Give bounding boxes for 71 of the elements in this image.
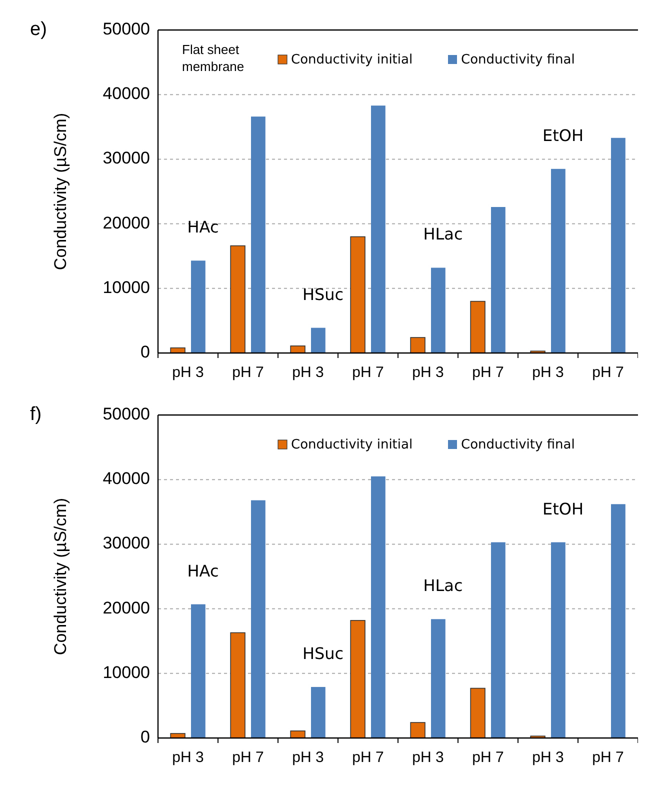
x-tick-label: pH 7 [352, 364, 384, 381]
bar [350, 620, 366, 738]
bar [230, 245, 246, 354]
x-tick-label: pH 3 [412, 749, 444, 766]
y-tick-label: 50000 [102, 404, 150, 424]
bar [191, 604, 206, 738]
bar [311, 328, 326, 353]
chart-title: f) [30, 404, 42, 426]
x-tick-label: pH 7 [232, 364, 264, 381]
y-tick-label: 40000 [102, 469, 150, 488]
x-tick-label: pH 7 [472, 749, 504, 766]
x-tick-label: pH 3 [532, 749, 564, 766]
bar [191, 260, 206, 353]
chart-title: e) [30, 19, 47, 40]
y-axis-title: Conductivity (µS/cm) [51, 112, 70, 270]
bar [290, 345, 306, 354]
bar [470, 300, 486, 354]
bar [491, 542, 506, 738]
annotation: HAc [187, 561, 219, 580]
bar [611, 138, 626, 353]
y-tick-label: 0 [140, 342, 150, 362]
y-tick-label: 10000 [102, 278, 150, 297]
bar [611, 504, 626, 738]
annotation: HLac [423, 224, 463, 244]
y-tick-label: 10000 [102, 662, 150, 682]
bar [350, 236, 366, 354]
x-tick-label: pH 3 [292, 749, 324, 766]
bar [470, 688, 486, 738]
annotation: EtOH [542, 126, 584, 145]
bar [410, 337, 426, 354]
bar [410, 722, 426, 738]
legend-label: Conductivity final [461, 438, 575, 453]
y-tick-label: 20000 [102, 598, 150, 618]
bar [551, 542, 566, 738]
x-tick-label: pH 7 [472, 364, 504, 381]
y-tick-label: 30000 [102, 534, 150, 553]
annotation: EtOH [542, 499, 584, 518]
y-tick-label: 50000 [102, 19, 150, 38]
bar [230, 632, 246, 738]
annotation: Flat sheet membrane [182, 42, 244, 74]
bar [290, 730, 306, 738]
annotation: HSuc [302, 644, 344, 663]
legend-label: Conductivity final [461, 52, 575, 68]
annotation: HSuc [302, 284, 344, 304]
bar [371, 106, 386, 353]
annotation: HLac [423, 576, 463, 596]
x-tick-label: pH 7 [592, 364, 624, 381]
bar [251, 500, 266, 738]
x-tick-label: pH 7 [592, 749, 624, 766]
bar [431, 619, 446, 738]
x-tick-label: pH 7 [352, 749, 384, 766]
legend-label: Conductivity initial [291, 52, 413, 68]
y-axis-title: Conductivity (µS/cm) [51, 498, 70, 656]
bar [431, 268, 446, 353]
x-tick-label: pH 3 [532, 364, 564, 381]
y-tick-label: 20000 [102, 213, 150, 232]
bar [371, 476, 386, 738]
bar [551, 168, 566, 353]
annotation: HAc [187, 218, 219, 237]
legend-label: Conductivity initial [291, 438, 413, 453]
bar [311, 686, 326, 738]
x-tick-label: pH 3 [172, 749, 204, 766]
y-tick-label: 40000 [102, 84, 150, 104]
bar [251, 116, 266, 353]
bar [491, 207, 506, 353]
y-tick-label: 0 [140, 727, 150, 746]
x-tick-label: pH 3 [292, 364, 324, 381]
x-tick-label: pH 3 [172, 364, 204, 381]
y-tick-label: 30000 [102, 148, 150, 168]
x-tick-label: pH 7 [232, 749, 264, 766]
x-tick-label: pH 3 [412, 364, 444, 381]
